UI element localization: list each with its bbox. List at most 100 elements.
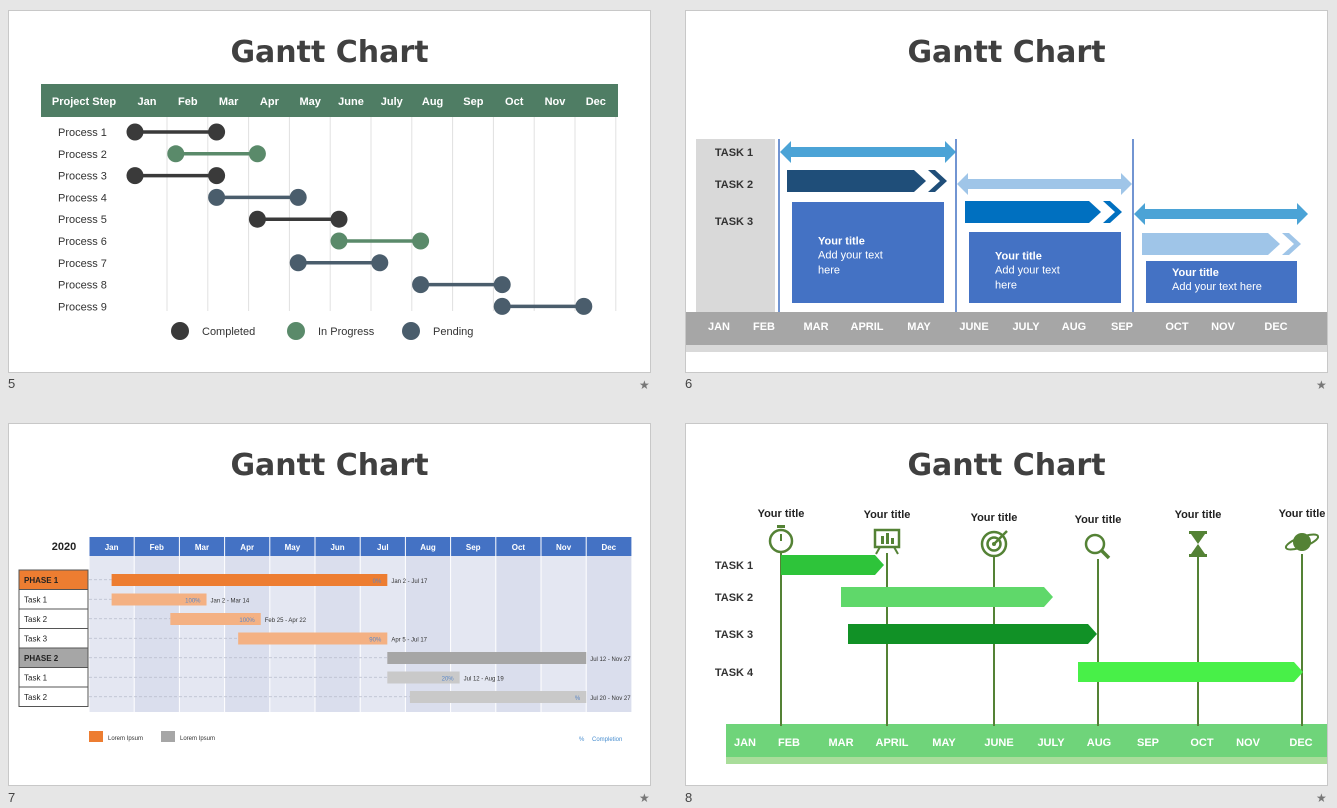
completion-label: Completion [592,737,622,743]
month-label: Feb [178,96,198,108]
month-label: DEC [1289,737,1312,749]
percent-label: 100% [239,618,255,624]
chevron-arrow-tip [1103,201,1122,223]
end-marker [412,232,430,250]
box-text: Add your text [818,250,883,262]
task-label: TASK 3 [715,216,753,228]
start-marker [126,123,144,141]
end-marker [248,145,266,163]
month-label: Dec [601,543,616,552]
milestone-title: Your title [1075,514,1122,526]
text-box [792,202,944,303]
date-range-label: Jan 2 - Jul 17 [391,579,428,585]
transition-star-icon[interactable]: ★ [639,791,650,805]
gantt-chart-7: 2020 Jan Feb Mar Apr May Jun Jul Aug Sep Oct Nov Dec… [18,537,632,743]
legend-label: In Progress [318,326,375,338]
transition-star-icon[interactable]: ★ [1316,791,1327,805]
end-marker [330,210,348,228]
legend-swatch [287,322,305,340]
slide-thumbnail-7[interactable]: Gantt Chart 2020 Jan Feb Mar Apr May Jun Jul Aug… [8,423,651,786]
start-marker [493,297,511,315]
month-label: MAR [803,321,828,333]
start-marker [289,254,307,272]
task-label: TASK 1 [715,147,753,159]
task-label-column [696,139,775,313]
task-name: Task 1 [24,674,48,683]
gantt-bar [238,632,388,645]
header-label: Project Step [52,96,116,108]
hourglass-icon [1189,531,1207,557]
milestone-title: Your title [758,508,805,520]
row-label: Process 4 [58,192,107,204]
gantt-bar [409,691,587,703]
slide-number: 7 [8,790,16,805]
task-label: TASK 3 [715,629,753,641]
transition-star-icon[interactable]: ★ [639,378,650,392]
end-marker [289,188,307,206]
end-marker [371,254,389,272]
month-band-shadow [726,757,1327,764]
legend-swatch [161,731,175,742]
month-label: Nov [556,543,572,552]
month-label: Dec [586,96,606,108]
slide-number: 6 [685,376,693,391]
transition-star-icon[interactable]: ★ [1316,378,1327,392]
task-label: TASK 2 [715,592,753,604]
month-label: JAN [708,321,730,333]
double-arrow [1134,203,1308,225]
slide-title: Gantt Chart [230,448,429,483]
month-label: MAY [932,737,956,749]
month-label: May [299,96,321,108]
month-column [541,556,587,712]
month-label: JAN [734,737,756,749]
month-column [586,556,632,712]
row-label: Process 2 [58,149,107,161]
percent-label: 100% [185,599,201,605]
box-title: Your title [995,251,1042,263]
text-box [969,232,1121,303]
slide-thumbnail-6[interactable]: Gantt Chart TASK 1 TASK 2 TASK 3 JAN FEB MAR A… [685,10,1328,373]
task-name: Task 3 [24,635,48,644]
task-name: PHASE 1 [24,576,59,585]
task-bar [848,624,1097,644]
month-label: May [285,543,301,552]
legend-label: Lorem Ipsum [180,736,215,742]
end-marker [493,276,511,294]
month-label: Feb [150,543,164,552]
task-name-cell [18,686,89,707]
percent-label: 20% [442,677,455,683]
month-label: Apr [260,96,280,108]
milestone-title: Your title [1279,508,1326,520]
start-marker [330,232,348,250]
milestone-title: Your title [864,509,911,521]
month-band [686,312,1327,345]
month-label: OCT [1190,737,1214,749]
month-label: JULY [1012,321,1040,333]
month-label: Sep [463,96,483,108]
legend-swatch [171,322,189,340]
month-label: JULY [1037,737,1065,749]
month-label: DEC [1264,321,1287,333]
month-label: JUNE [984,737,1013,749]
target-icon [980,530,1008,558]
row-label: Process 8 [58,280,107,292]
month-label: JUNE [959,321,988,333]
date-range-label: Jul 20 - Nov 27 [590,696,631,702]
slide-thumbnail-8[interactable]: Gantt Chart JAN FEB MAR APRIL MAY JUNE JULY AUG… [685,423,1328,786]
month-label: Jan [138,96,157,108]
end-marker [208,123,226,141]
month-label: SEP [1111,321,1133,333]
month-label: APRIL [876,737,909,749]
task-bar [1078,662,1303,682]
month-label: Jan [105,543,119,552]
month-label: Mar [219,96,239,108]
start-marker [248,210,266,228]
milestone-title: Your title [1175,509,1222,521]
month-label: NOV [1236,737,1261,749]
slide-thumbnail-5[interactable]: Gantt Chart Project Step Jan Feb Mar Apr May J… [8,10,651,373]
slide-title: Gantt Chart [907,448,1106,483]
month-label: Oct [512,543,526,552]
month-label: MAY [907,321,931,333]
date-range-label: Jan 2 - Mar 14 [211,599,250,605]
box-text: Add your text [995,265,1060,277]
